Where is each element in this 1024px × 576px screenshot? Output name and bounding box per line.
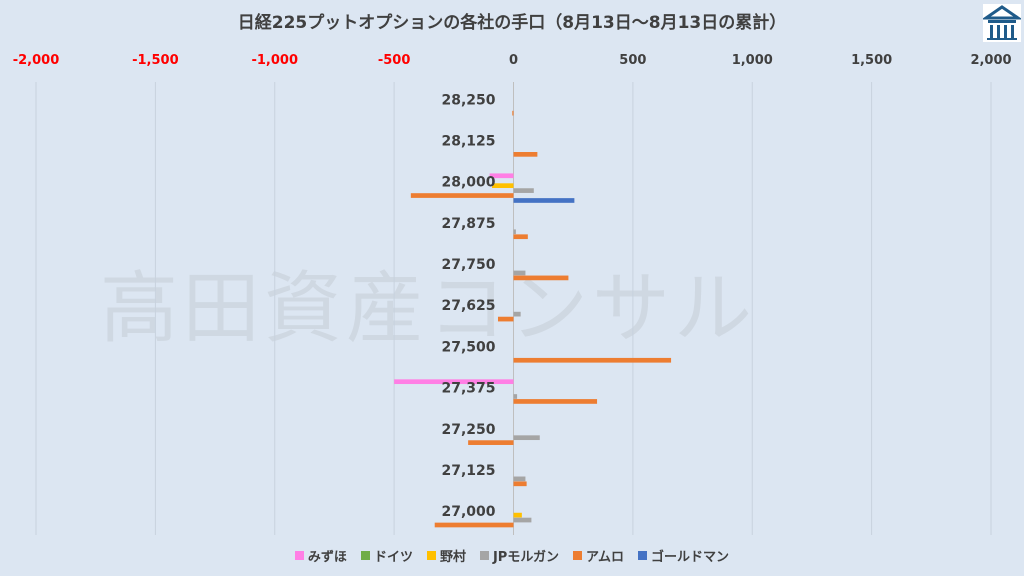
x-tick-label: 1,000 [732, 53, 773, 68]
legend-swatch [572, 551, 582, 560]
watermark-text: 高田資産コンサル [100, 264, 757, 354]
legend: みずほ ドイツ 野村 JPモルガン アムロ ゴールドマン [0, 546, 1024, 565]
bar [513, 229, 516, 235]
category-label: 28,000 [441, 175, 495, 191]
legend-item: JPモルガン [479, 546, 559, 565]
category-label: 27,625 [441, 298, 495, 314]
bar [513, 275, 569, 281]
bar [434, 522, 514, 528]
bar [512, 110, 514, 116]
x-tick-label: 2,000 [970, 53, 1011, 68]
category-label: 28,250 [441, 92, 495, 108]
bar [513, 517, 532, 523]
bar [468, 440, 514, 445]
bar [513, 234, 528, 240]
bar [489, 173, 514, 179]
bar [410, 193, 514, 198]
category-label: 27,375 [441, 381, 495, 397]
legend-label: ドイツ [373, 550, 413, 565]
category-label: 27,000 [441, 504, 495, 520]
x-tick-label: -2,000 [13, 53, 60, 68]
legend-label: 野村 [439, 550, 466, 565]
legend-label: ゴールドマン [651, 550, 730, 565]
legend-swatch [294, 551, 304, 560]
logo-icon [981, 4, 1023, 42]
bar [513, 188, 534, 193]
bar [513, 512, 522, 518]
legend-item: ドイツ [360, 546, 413, 565]
legend-swatch [360, 551, 370, 560]
bar [513, 481, 527, 487]
bar [513, 152, 538, 157]
x-tick-label: -1,500 [132, 53, 179, 68]
category-label: 27,500 [441, 339, 495, 355]
category-label: 28,125 [441, 133, 495, 149]
bar [497, 316, 514, 322]
bar [513, 399, 598, 404]
legend-item: みずほ [294, 546, 347, 565]
bar [394, 379, 514, 385]
category-label: 27,750 [441, 257, 495, 273]
legend-item: 野村 [426, 546, 466, 565]
x-tick-label: 0 [509, 53, 518, 68]
bar [513, 394, 518, 399]
bar [492, 183, 514, 189]
bar [513, 270, 526, 276]
bar [513, 198, 575, 203]
legend-label: アムロ [585, 550, 625, 565]
legend-swatch [479, 551, 489, 560]
legend-swatch [426, 551, 436, 560]
legend-label: みずほ [307, 550, 347, 565]
bar [513, 476, 526, 482]
bar [513, 311, 521, 317]
category-label: 27,875 [441, 216, 495, 232]
legend-swatch [638, 551, 648, 560]
legend-item: ゴールドマン [638, 546, 729, 565]
x-tick-label: 1,500 [851, 53, 892, 68]
x-tick-label: 500 [619, 53, 646, 68]
legend-label: JPモルガン [492, 550, 559, 565]
bar [513, 357, 672, 363]
category-label: 27,250 [441, 422, 495, 438]
x-tick-label: -1,000 [251, 53, 298, 68]
legend-item: アムロ [572, 546, 625, 565]
x-tick-label: -500 [378, 53, 411, 68]
bar [513, 435, 540, 441]
chart-title: 日経225プットオプションの各社の手口（8月13日～8月13日の累計） [237, 13, 787, 33]
category-label: 27,125 [441, 463, 495, 479]
